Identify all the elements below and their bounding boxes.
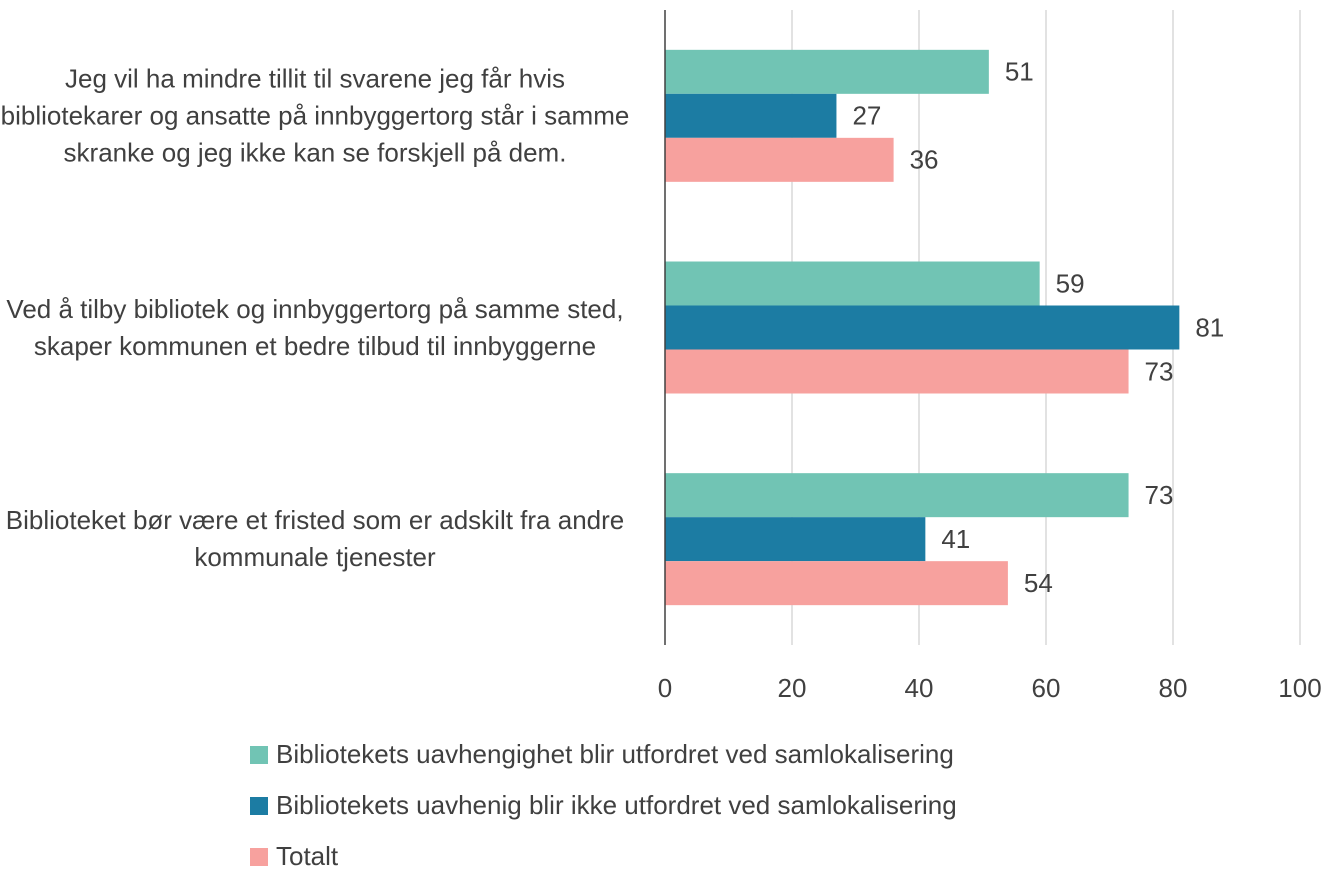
- value-label: 51: [1005, 57, 1034, 87]
- legend-swatch: [250, 746, 268, 764]
- bar: [665, 261, 1040, 306]
- value-label: 27: [852, 101, 881, 131]
- legend-label: Totalt: [276, 841, 339, 869]
- bar: [665, 517, 926, 562]
- legend-label: Bibliotekets uavhengighet blir utfordret…: [276, 739, 954, 769]
- category-label: Biblioteket bør være et fristed som er a…: [5, 505, 625, 573]
- value-label: 41: [941, 524, 970, 554]
- bar: [665, 561, 1008, 606]
- x-tick-label: 40: [905, 673, 934, 703]
- x-tick-label: 20: [778, 673, 807, 703]
- x-tick-label: 60: [1032, 673, 1061, 703]
- value-label: 54: [1024, 568, 1053, 598]
- category-label: Jeg vil ha mindre tillit til svarene jeg…: [0, 63, 630, 168]
- legend-label: Bibliotekets uavhenig blir ikke utfordre…: [276, 790, 957, 820]
- category-label: Ved å tilby bibliotek og innbyggertorg p…: [6, 293, 624, 361]
- legend-swatch: [250, 848, 268, 866]
- value-label: 73: [1145, 356, 1174, 386]
- bar: [665, 305, 1180, 350]
- bar: [665, 93, 837, 138]
- value-label: 36: [910, 145, 939, 175]
- x-tick-label: 0: [658, 673, 672, 703]
- bar: [665, 473, 1129, 518]
- x-tick-label: 80: [1159, 673, 1188, 703]
- value-label: 73: [1145, 480, 1174, 510]
- bar: [665, 137, 894, 182]
- value-label: 81: [1195, 312, 1224, 342]
- x-tick-label: 100: [1278, 673, 1321, 703]
- bar: [665, 49, 989, 94]
- value-label: 59: [1056, 268, 1085, 298]
- legend-swatch: [250, 797, 268, 815]
- bar: [665, 349, 1129, 394]
